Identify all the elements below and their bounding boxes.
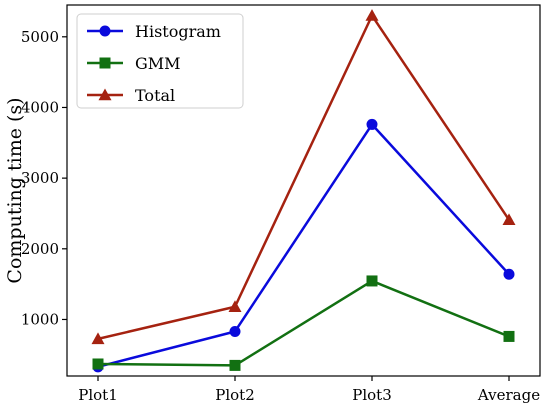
histogram-point-plot2 [229, 325, 241, 337]
legend-total-marker [98, 88, 112, 101]
gmm-line [97, 279, 510, 367]
x-tick-label: Average [477, 386, 540, 404]
histogram-point-plot3 [366, 118, 378, 130]
histogram-line [97, 123, 510, 369]
x-tick-label: Plot2 [215, 386, 255, 404]
legend-histogram-marker [99, 25, 111, 37]
series-total [91, 9, 516, 345]
legend-histogram-label: Histogram [135, 22, 221, 41]
legend-gmm-label: GMM [135, 54, 181, 73]
gmm-point-plot3 [366, 275, 378, 287]
legend-item-total: Total [87, 86, 175, 105]
gmm-point-average [503, 330, 515, 342]
gmm-point-plot1 [92, 358, 104, 370]
legend-item-histogram: Histogram [87, 22, 221, 41]
axes: Plot1 Plot2 Plot3 Average 1000 2000 3000 4000 50… [4, 4, 541, 404]
total-point-plot1 [91, 332, 105, 345]
gmm-point-plot2 [229, 359, 241, 371]
y-tick-label: 5000 [21, 28, 59, 46]
legend-gmm-marker [99, 57, 111, 69]
y-tick-label: 4000 [21, 98, 59, 116]
total-point-average [502, 213, 516, 226]
y-axis-title: Computing time (s) [4, 97, 26, 283]
y-tick-label: 2000 [21, 240, 59, 258]
total-line [97, 14, 511, 341]
plot-area [91, 9, 516, 373]
y-tick-label: 1000 [21, 310, 59, 328]
total-point-plot3 [365, 9, 379, 21]
x-tick-label: Plot3 [352, 386, 392, 404]
legend-box [76, 13, 244, 109]
legend-total-label: Total [135, 86, 175, 105]
x-tick-label: Plot1 [78, 386, 118, 404]
plot-frame [66, 4, 541, 377]
legend-item-gmm: GMM [87, 54, 181, 73]
y-tick-label: 3000 [21, 169, 59, 187]
histogram-point-average [503, 268, 515, 280]
legend: Histogram GMM Total [76, 13, 244, 109]
series-gmm [92, 275, 515, 371]
total-point-plot2 [228, 300, 242, 312]
